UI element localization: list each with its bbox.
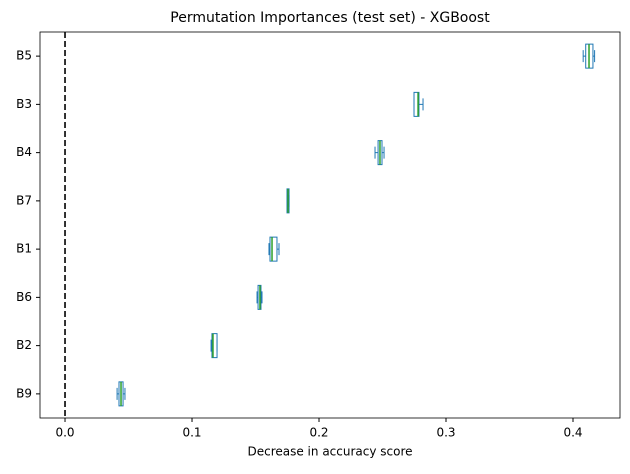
y-tick-label: B7: [16, 193, 32, 207]
box: [413, 91, 420, 117]
x-tick-label: 0.1: [182, 426, 201, 440]
y-tick-label: B3: [16, 97, 32, 111]
x-axis-label: Decrease in accuracy score: [247, 445, 412, 459]
chart-title: Permutation Importances (test set) - XGB…: [170, 10, 490, 26]
x-tick-label: 0.2: [309, 426, 328, 440]
x-tick-label: 0.4: [563, 426, 582, 440]
x-tick-label: 0.3: [436, 426, 455, 440]
plot-frame: [39, 31, 621, 419]
y-tick-label: B6: [16, 290, 32, 304]
y-tick-label: B1: [16, 242, 32, 256]
y-tick-label: B4: [16, 145, 32, 159]
y-tick-label: B9: [16, 386, 32, 400]
x-tick-label: 0.0: [55, 426, 74, 440]
box: [269, 236, 278, 262]
y-tick-label: B5: [16, 49, 32, 63]
box: [211, 333, 218, 359]
y-tick-label: B2: [16, 338, 32, 352]
